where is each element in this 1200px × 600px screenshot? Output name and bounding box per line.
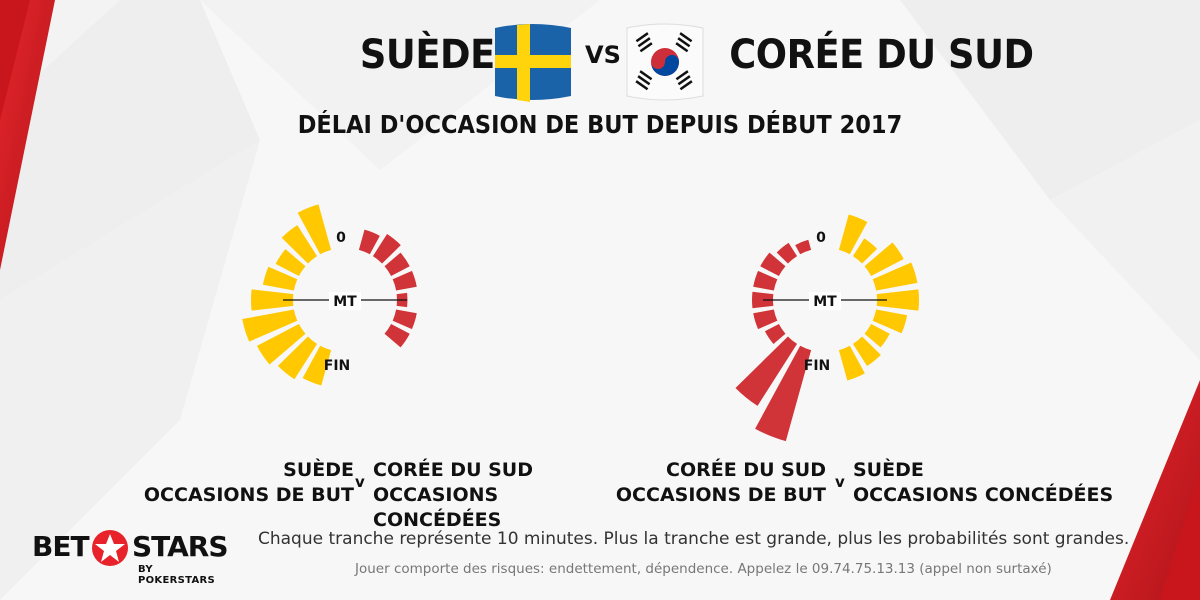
left-slice-1 bbox=[281, 225, 318, 264]
left-slice-6 bbox=[764, 324, 786, 344]
legend-2-right-line-1: SUÈDE bbox=[853, 459, 924, 481]
center-label-middle: MT bbox=[333, 294, 357, 310]
legend-1-right: CORÉE DU SUD OCCASIONS CONCÉDÉES bbox=[373, 458, 600, 533]
radial-chart-1: 0 MT FIN bbox=[115, 170, 575, 460]
right-slice-7 bbox=[852, 336, 881, 366]
center-label-bottom: FIN bbox=[804, 358, 831, 374]
radial-chart-2: 0 MT FIN bbox=[595, 170, 1055, 460]
right-slice-5 bbox=[392, 309, 417, 330]
right-slice-2 bbox=[864, 242, 904, 276]
right-slice-4 bbox=[876, 289, 919, 311]
legend-1-versus: v bbox=[355, 473, 365, 491]
right-slice-8 bbox=[838, 345, 865, 381]
left-slice-8 bbox=[755, 345, 812, 442]
left-slice-2 bbox=[275, 249, 306, 276]
right-slice-6 bbox=[864, 324, 890, 348]
center-label-top: 0 bbox=[816, 230, 826, 246]
left-slice-4 bbox=[752, 291, 774, 309]
left-slice-5 bbox=[242, 309, 298, 342]
right-slice-0 bbox=[358, 229, 380, 255]
left-slice-7 bbox=[735, 336, 798, 406]
versus-label: VS bbox=[585, 41, 621, 69]
legend-1-left-line-2: OCCASIONS DE BUT bbox=[143, 484, 354, 506]
footer-disclaimer: Jouer comporte des risques: endettement,… bbox=[355, 561, 1052, 577]
left-slice-0 bbox=[297, 204, 332, 255]
legend-2-left-line-2: OCCASIONS DE BUT bbox=[615, 484, 826, 506]
team-right-name: CORÉE DU SUD bbox=[729, 32, 1034, 78]
legend-2-versus: v bbox=[835, 473, 845, 491]
legend-1-right-line-1: CORÉE DU SUD bbox=[373, 459, 533, 481]
legend-2-right-line-2: OCCASIONS CONCÉDÉES bbox=[853, 484, 1114, 506]
logo-by-pokerstars: BY POKERSTARS bbox=[138, 564, 215, 586]
left-slice-5 bbox=[753, 309, 778, 330]
legend-1-left-line-1: SUÈDE bbox=[283, 459, 354, 481]
title-row: SUÈDE VS CORÉE DU SUD bbox=[0, 12, 1200, 102]
left-slice-3 bbox=[262, 266, 298, 291]
legend-2-right: SUÈDE OCCASIONS CONCÉDÉES bbox=[853, 458, 1113, 508]
right-slice-1 bbox=[372, 234, 401, 264]
betstars-logo: BET STARS BY POKERSTARS bbox=[32, 528, 232, 586]
center-label-top: 0 bbox=[336, 230, 346, 246]
legend-1-right-line-2: OCCASIONS CONCÉDÉES bbox=[373, 484, 502, 531]
south-korea-flag-icon bbox=[626, 23, 704, 101]
legend-2-left-line-1: CORÉE DU SUD bbox=[666, 459, 826, 481]
right-slice-6 bbox=[384, 324, 410, 348]
left-slice-2 bbox=[760, 252, 786, 276]
left-slice-4 bbox=[250, 289, 294, 311]
chart-subtitle: DÉLAI D'OCCASION DE BUT DEPUIS DÉBUT 201… bbox=[297, 110, 903, 139]
radial-chart-1-svg: 0 MT FIN bbox=[242, 204, 417, 386]
footer-note: Chaque tranche représente 10 minutes. Pl… bbox=[258, 529, 1130, 549]
right-slice-2 bbox=[384, 252, 410, 276]
center-label-middle: MT bbox=[813, 294, 837, 310]
left-slice-3 bbox=[753, 270, 778, 291]
logo-bet-text: BET bbox=[32, 530, 90, 563]
right-slice-1 bbox=[852, 238, 878, 264]
right-slice-5 bbox=[872, 309, 908, 334]
right-slice-3 bbox=[392, 270, 417, 291]
sweden-flag-icon bbox=[495, 24, 571, 102]
left-slice-7 bbox=[277, 336, 318, 380]
legend-1-left: SUÈDE OCCASIONS DE BUT bbox=[144, 458, 354, 508]
radial-chart-2-svg: 0 MT FIN bbox=[735, 214, 919, 442]
left-slice-8 bbox=[302, 345, 332, 386]
team-left-name: SUÈDE bbox=[359, 32, 495, 78]
left-slice-0 bbox=[795, 239, 812, 255]
red-corner-top-left bbox=[0, 0, 55, 270]
right-slice-0 bbox=[838, 214, 868, 255]
right-slice-3 bbox=[872, 262, 918, 291]
logo-stars-text: STARS bbox=[132, 530, 228, 563]
center-label-bottom: FIN bbox=[324, 358, 351, 374]
left-slice-6 bbox=[256, 324, 306, 365]
legend-2-left: CORÉE DU SUD OCCASIONS DE BUT bbox=[616, 458, 826, 508]
star-icon bbox=[92, 530, 128, 566]
left-slice-1 bbox=[776, 242, 798, 264]
